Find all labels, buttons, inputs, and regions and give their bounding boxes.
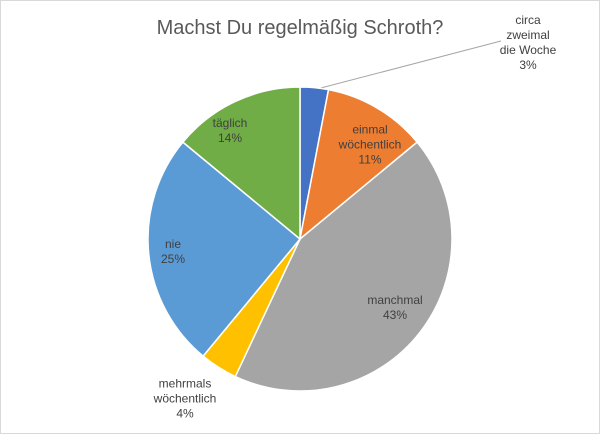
value-label: 11% xyxy=(358,152,382,167)
pie-slice xyxy=(298,88,419,241)
category-label: mehrmals wöchentlich xyxy=(153,376,217,406)
pie-slice xyxy=(181,86,301,241)
data-label: nie 25% xyxy=(161,237,185,267)
category-label: circa zweimal die Woche xyxy=(499,13,557,57)
value-label: 14% xyxy=(217,131,243,145)
leader-line xyxy=(316,40,502,90)
category-label: täglich xyxy=(212,116,248,130)
value-label: 43% xyxy=(382,308,408,322)
category-label: einmal wöchentlich xyxy=(338,122,402,152)
data-label: circa zweimal die Woche 3% xyxy=(500,13,556,73)
data-label: täglich 14% xyxy=(213,116,248,146)
category-label: manchmal xyxy=(367,293,423,307)
category-label: nie xyxy=(164,237,181,251)
data-label: einmal wöchentlich 11% xyxy=(339,123,402,168)
pie-slice xyxy=(234,141,453,392)
data-label: mehrmals wöchentlich 4% xyxy=(154,377,217,422)
value-label: 25% xyxy=(160,252,186,266)
value-label: 3% xyxy=(519,58,537,72)
data-label: manchmal 43% xyxy=(367,293,422,323)
value-label: 4% xyxy=(176,406,194,421)
pie-slice xyxy=(147,141,302,358)
chart-title: Machst Du regelmäßig Schroth? xyxy=(156,17,444,39)
